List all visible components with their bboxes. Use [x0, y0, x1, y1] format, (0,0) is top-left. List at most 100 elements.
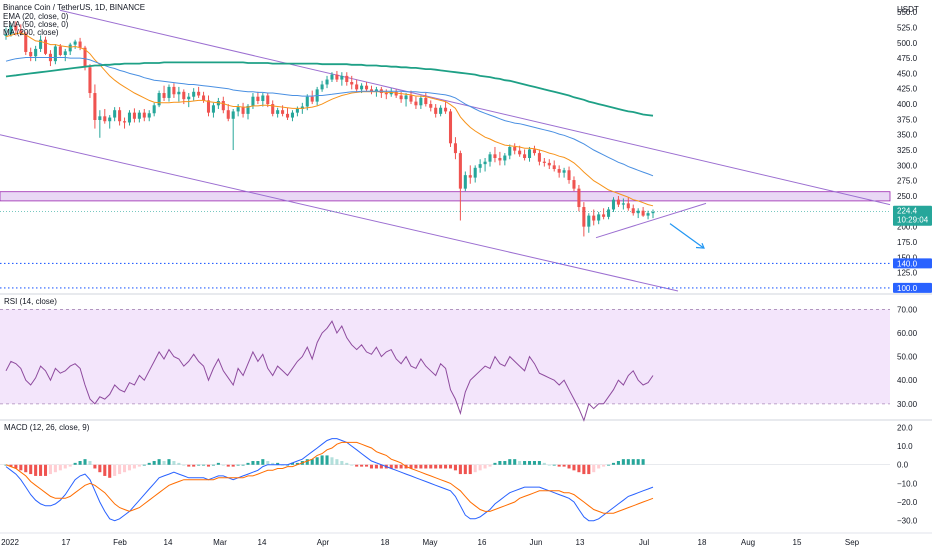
macd-histogram-bar [567, 464, 571, 469]
macd-histogram-bar [266, 461, 270, 465]
candle-body [394, 91, 398, 96]
candle-body [236, 107, 240, 112]
candle-body [448, 111, 453, 144]
channel-lower-line [0, 134, 679, 292]
candle-body [285, 113, 290, 118]
time-axis-tick: Mar [213, 538, 227, 547]
ema50-line [5, 57, 654, 177]
candle-body [518, 150, 522, 155]
candle-body [542, 161, 546, 163]
candle-body [468, 175, 472, 178]
macd-histogram-bar [483, 464, 487, 469]
macd-histogram-bar [582, 464, 586, 475]
macd-histogram-bar [572, 464, 576, 471]
channel-upper-line [59, 9, 891, 206]
time-axis-tick: 16 [478, 538, 487, 547]
macd-histogram-bar [271, 462, 275, 465]
macd-histogram-bar [414, 464, 418, 469]
candle-body [360, 85, 364, 90]
candle-body [29, 51, 33, 57]
rsi-axis-tick: 50.00 [897, 353, 918, 362]
candle-body [597, 214, 601, 221]
candle-body [552, 165, 556, 170]
projection-arrow-head [695, 242, 705, 249]
macd-histogram-bar [374, 464, 378, 469]
macd-histogram-bar [236, 464, 240, 466]
candle-body [340, 75, 344, 80]
macd-histogram-bar [310, 459, 314, 465]
candle-body [34, 48, 38, 57]
candle-body [350, 82, 354, 85]
candle-body [281, 110, 285, 114]
candle-body [527, 149, 532, 158]
candle-body [384, 93, 388, 95]
candle-body [621, 203, 625, 205]
level-140-tag-bg [893, 258, 932, 269]
candle-body [602, 214, 606, 217]
candle-body [651, 211, 655, 214]
candle-body [108, 117, 112, 122]
candle-body [320, 84, 324, 90]
macd-histogram-bar [305, 459, 309, 465]
macd-histogram-bar [24, 464, 28, 473]
macd-histogram-bar [636, 459, 640, 465]
macd-histogram-bar [439, 464, 443, 469]
candle-body [577, 188, 581, 208]
time-axis-tick: 15 [793, 538, 802, 547]
candle-body [607, 209, 611, 217]
candle-body [424, 97, 428, 105]
candle-body [646, 213, 650, 216]
macd-histogram-bar [157, 459, 161, 465]
candles-group [4, 21, 655, 237]
candle-body [88, 67, 92, 94]
macd-histogram-bar [542, 462, 546, 465]
macd-histogram-bar [335, 459, 339, 465]
level-100-tag: 100.0 [897, 284, 918, 293]
macd-histogram-bar [142, 464, 146, 466]
macd-histogram-bar [315, 457, 319, 465]
macd-histogram-bar [532, 461, 536, 465]
macd-histogram-bar [547, 464, 551, 466]
macd-histogram-bar [152, 461, 156, 465]
rsi-band [0, 309, 890, 404]
rsi-pane-title[interactable]: RSI (14, close) [4, 297, 57, 306]
macd-histogram-bar [216, 462, 220, 465]
macd-histogram-bar [34, 464, 38, 476]
macd-histogram-bar [325, 455, 329, 465]
time-axis-tick: 14 [258, 538, 267, 547]
macd-histogram-bar [641, 459, 645, 465]
rsi-axis-tick: 70.00 [897, 305, 918, 314]
indicator-ema50-label[interactable]: EMA (50, close, 0) [3, 20, 69, 29]
candle-body [24, 33, 28, 52]
macd-pane-title[interactable]: MACD (12, 26, close, 9) [4, 423, 90, 432]
candle-body [241, 107, 245, 114]
macd-histogram-bar [290, 462, 294, 465]
candle-body [325, 79, 329, 85]
macd-histogram-bar [429, 464, 433, 469]
indicator-ma200-label[interactable]: MA (200, close) [3, 28, 59, 37]
macd-histogram-bar [167, 459, 171, 465]
macd-histogram-bar [98, 464, 102, 473]
macd-histogram-bar [192, 464, 196, 467]
macd-histogram-bar [458, 464, 462, 475]
candle-body [142, 112, 146, 118]
macd-histogram-bar [43, 464, 48, 476]
candle-body [162, 93, 166, 98]
candle-body [399, 95, 403, 100]
candle-body [152, 105, 156, 114]
candle-body [369, 89, 374, 92]
time-axis-tick: 2022 [1, 538, 19, 547]
macd-histogram-bar [448, 464, 453, 469]
indicator-ema20-label[interactable]: EMA (20, close, 0) [3, 12, 69, 21]
macd-histogram-bar [597, 464, 601, 469]
macd-histogram-bar [473, 464, 477, 473]
macd-histogram-bar [463, 464, 467, 475]
macd-histogram-bar [513, 459, 517, 465]
macd-histogram-bar [527, 461, 532, 465]
candle-body [9, 25, 13, 35]
candle-body [305, 96, 309, 107]
candle-body [572, 180, 576, 189]
price-axis-tick: 500.0 [897, 39, 918, 48]
